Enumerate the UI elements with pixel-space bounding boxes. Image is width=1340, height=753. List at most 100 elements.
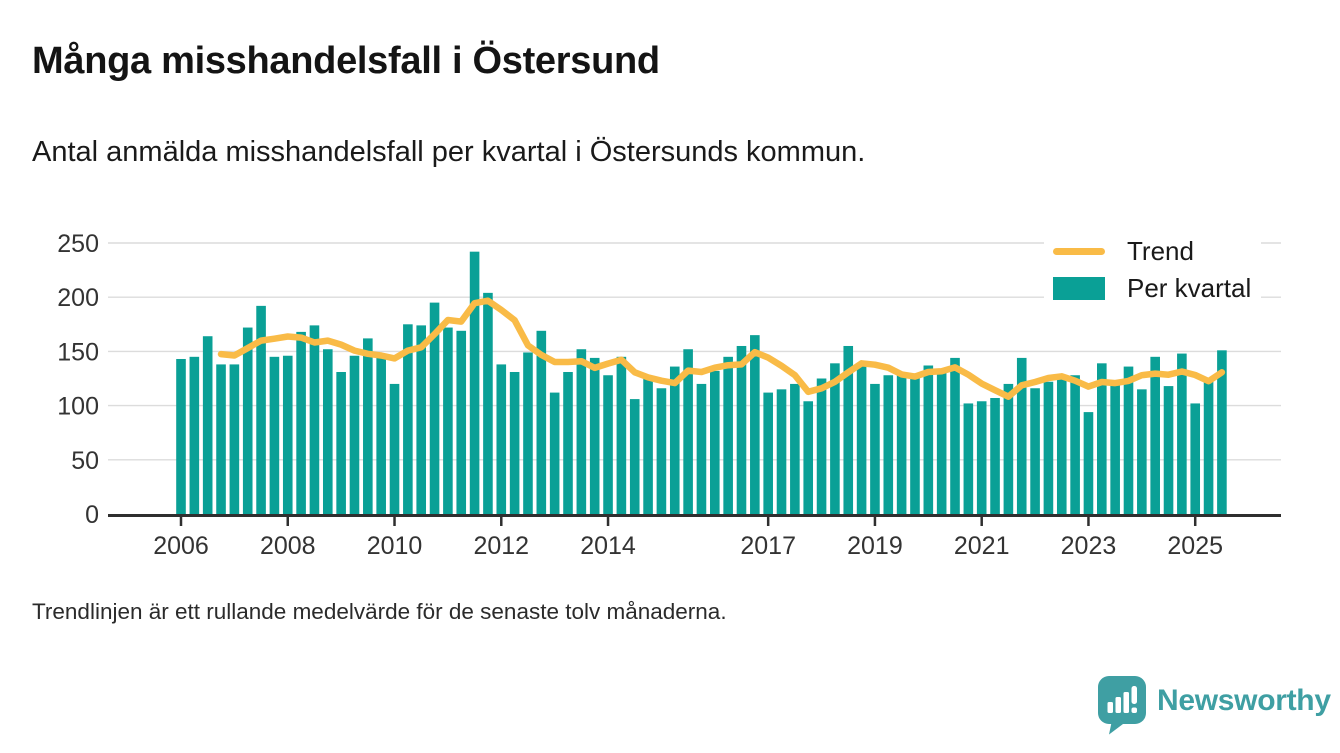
bar xyxy=(176,358,186,514)
legend: Trend Per kvartal xyxy=(1044,235,1262,307)
x-axis-label: 2006 xyxy=(153,532,209,560)
bar xyxy=(856,365,867,514)
trend-footnote: Trendlinjen är ett rullande medelvärde f… xyxy=(32,599,727,624)
bar xyxy=(1043,381,1054,514)
bar xyxy=(883,375,894,514)
x-axis-label: 2010 xyxy=(367,532,423,560)
y-axis-label: 250 xyxy=(57,230,99,258)
bar xyxy=(1203,381,1214,514)
bar xyxy=(536,330,547,514)
bar xyxy=(576,349,587,514)
bar xyxy=(963,403,974,514)
bar xyxy=(309,325,320,514)
bar xyxy=(923,365,934,514)
y-axis-label: 0 xyxy=(85,501,99,529)
bar xyxy=(1150,356,1160,514)
bar xyxy=(710,370,720,514)
bar xyxy=(1083,412,1094,514)
bar xyxy=(1217,350,1227,514)
bar xyxy=(696,383,707,514)
legend-item-trend: Trend xyxy=(1053,236,1251,266)
bar xyxy=(189,356,200,514)
x-axis-label: 2017 xyxy=(740,532,796,560)
bar xyxy=(950,357,960,514)
bar xyxy=(1056,377,1067,514)
bar xyxy=(1030,388,1040,514)
bar xyxy=(322,349,333,514)
bar xyxy=(990,398,1000,514)
legend-label-per-kvartal: Per kvartal xyxy=(1127,273,1252,304)
bar xyxy=(443,327,453,514)
bar xyxy=(683,349,693,514)
bar xyxy=(1003,383,1014,514)
trend-line xyxy=(217,297,1226,400)
bar xyxy=(483,292,493,514)
bar xyxy=(910,374,920,514)
bar xyxy=(629,399,640,514)
bar xyxy=(656,388,667,514)
bar xyxy=(242,327,253,514)
x-axis-label: 2012 xyxy=(473,532,529,560)
bar xyxy=(669,366,680,514)
bar xyxy=(1177,353,1187,514)
bar xyxy=(870,383,880,514)
bar xyxy=(1163,386,1174,514)
bar xyxy=(603,375,613,514)
bar xyxy=(1016,357,1027,514)
bar xyxy=(549,392,560,514)
bar xyxy=(216,364,226,514)
bar xyxy=(523,352,533,514)
bar xyxy=(723,356,733,514)
y-axis-label: 200 xyxy=(57,284,99,312)
logo-bar-3 xyxy=(1123,692,1129,713)
y-axis-label: 100 xyxy=(57,393,99,421)
newsworthy-logo: Newsworthy xyxy=(1096,675,1331,735)
x-axis-label: 2021 xyxy=(954,532,1010,560)
logo-exclamation-stem xyxy=(1131,686,1137,704)
bar xyxy=(269,356,280,514)
bar xyxy=(1190,403,1201,514)
bar xyxy=(830,363,840,514)
page-title: Många misshandelsfall i Östersund xyxy=(32,40,660,82)
y-axis-label: 150 xyxy=(57,338,99,366)
bar xyxy=(843,345,854,514)
bar xyxy=(296,331,306,514)
x-axis-label: 2014 xyxy=(580,532,636,560)
bar xyxy=(256,305,266,514)
bar xyxy=(616,356,627,514)
bar xyxy=(363,338,373,514)
bar xyxy=(416,325,427,514)
bar xyxy=(763,392,773,514)
bar xyxy=(896,373,907,514)
chart-subtitle: Antal anmälda misshandelsfall per kvarta… xyxy=(32,136,866,168)
bar xyxy=(976,401,987,514)
logo-bar-1 xyxy=(1107,702,1113,713)
bar xyxy=(589,357,600,514)
bar xyxy=(376,355,386,514)
legend-item-per-kvartal: Per kvartal xyxy=(1053,273,1252,304)
bar xyxy=(1110,381,1120,514)
bar xyxy=(229,364,240,514)
bar xyxy=(776,389,787,514)
bar xyxy=(336,371,346,514)
logo-bar-2 xyxy=(1115,697,1121,713)
legend-label-trend: Trend xyxy=(1127,236,1194,266)
bar xyxy=(936,371,947,514)
bar xyxy=(429,302,440,514)
x-axis-label: 2008 xyxy=(260,532,316,560)
newsworthy-logo-text: Newsworthy xyxy=(1157,684,1331,717)
trend-line-swatch xyxy=(1053,248,1105,256)
bar xyxy=(816,378,827,514)
bar xyxy=(563,371,573,514)
speech-bubble-shape xyxy=(1098,676,1146,735)
x-axis-label: 2023 xyxy=(1061,532,1117,560)
x-axis-label: 2025 xyxy=(1167,532,1223,560)
bar xyxy=(1097,363,1107,514)
bar xyxy=(456,330,467,514)
logo-exclamation-dot xyxy=(1131,707,1137,713)
bar xyxy=(349,355,360,514)
bar xyxy=(509,371,520,514)
bar xyxy=(202,336,213,514)
